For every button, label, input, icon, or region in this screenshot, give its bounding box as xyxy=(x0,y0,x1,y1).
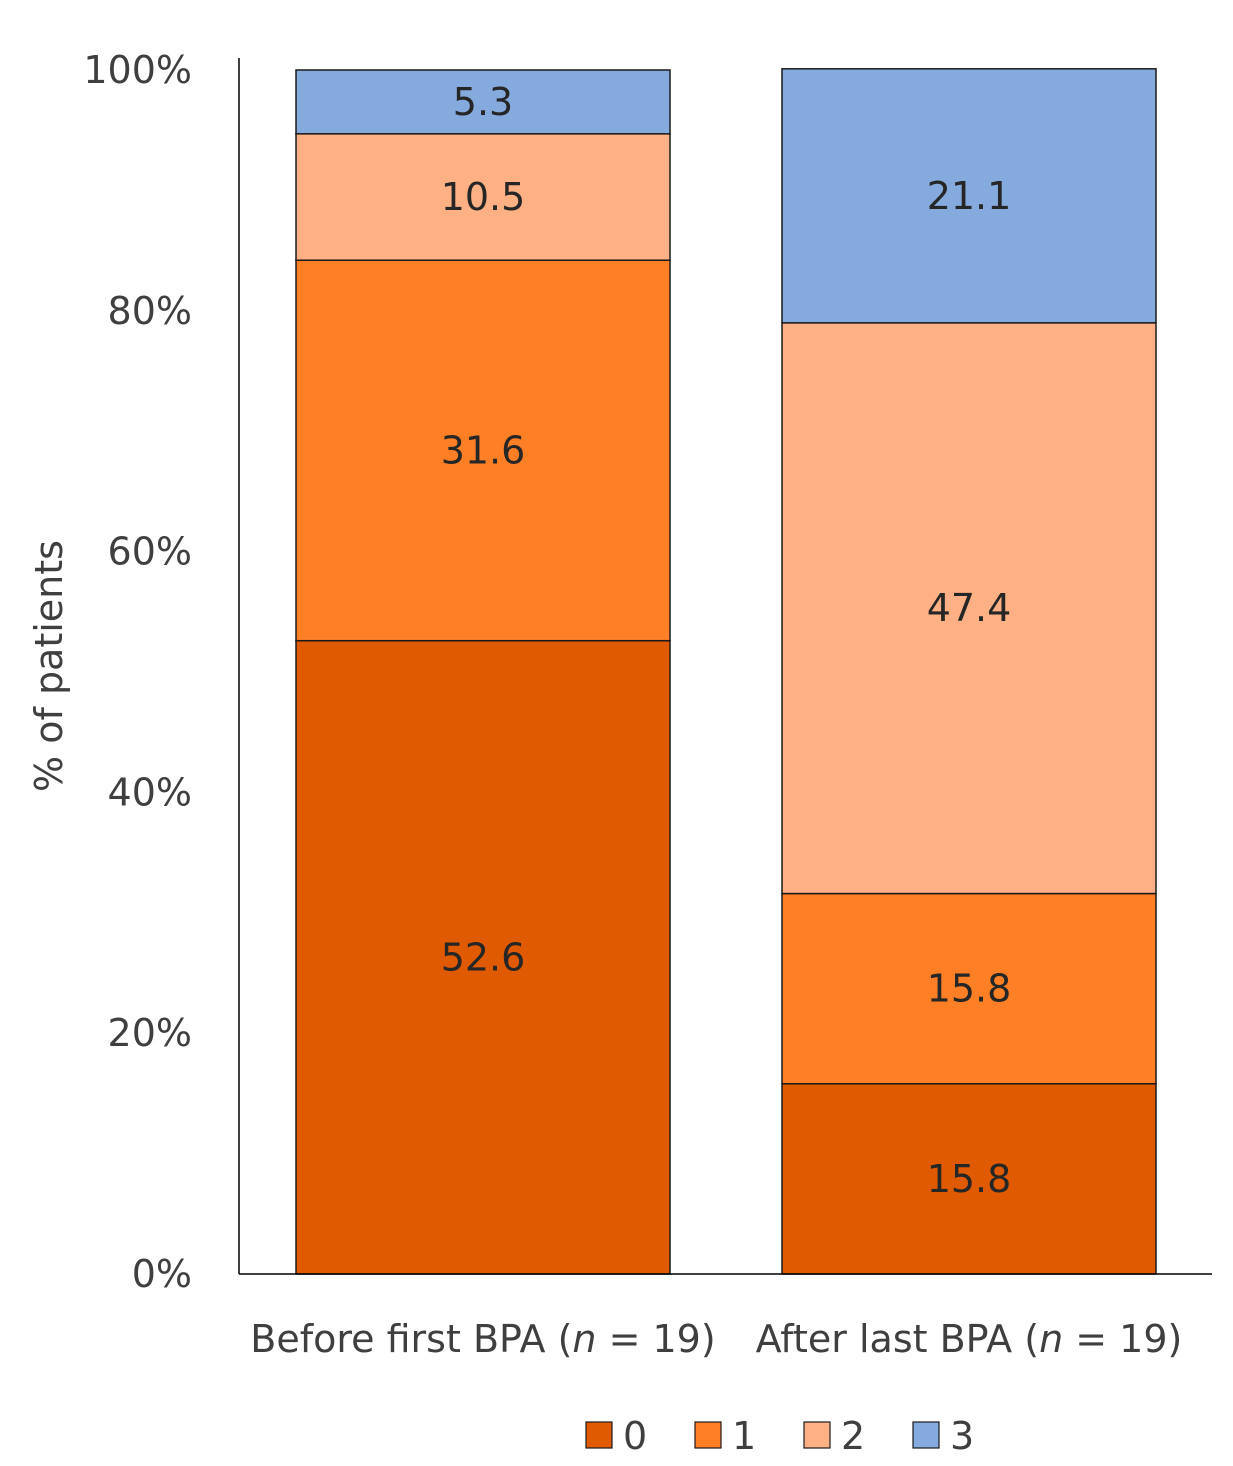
category-label-n: n xyxy=(572,1317,596,1361)
y-axis-label: % of patients xyxy=(27,540,71,792)
y-tick-label: 0% xyxy=(132,1252,192,1296)
legend-swatch-3 xyxy=(912,1421,940,1449)
legend-swatch-0 xyxy=(585,1421,613,1449)
legend-swatch-2 xyxy=(803,1421,831,1449)
category-label: Before first BPA (n = 19) xyxy=(250,1317,715,1361)
legend-label-2: 2 xyxy=(841,1414,865,1458)
axes-layer xyxy=(238,58,1212,1275)
data-label: 47.4 xyxy=(927,586,1012,630)
data-label: 15.8 xyxy=(927,1157,1012,1201)
category-labels: Before first BPA (n = 19) After last BPA … xyxy=(250,1317,1182,1361)
y-tick-label: 40% xyxy=(108,770,192,814)
data-label: 31.6 xyxy=(441,428,526,472)
data-label: 21.1 xyxy=(927,174,1012,218)
category-label-n: n xyxy=(1039,1317,1063,1361)
category-label-prefix: Before first BPA ( xyxy=(250,1317,572,1361)
data-label: 10.5 xyxy=(441,175,526,219)
data-label: 52.6 xyxy=(441,935,526,979)
bar-segment-0-cat-1 xyxy=(781,1083,1157,1275)
bar-segment-1-cat-0 xyxy=(295,259,671,642)
legend: 0 1 2 3 xyxy=(585,1414,974,1458)
bar-segment-3-cat-1 xyxy=(781,68,1157,324)
legend-label-3: 3 xyxy=(950,1414,974,1458)
y-tick-labels: 0% 20% 40% 60% 80% 100% xyxy=(83,48,192,1296)
data-label: 5.3 xyxy=(453,80,513,124)
bar-segment-0-cat-0 xyxy=(295,639,671,1275)
y-tick-label: 20% xyxy=(108,1011,192,1055)
category-label-suffix: = 19) xyxy=(1063,1317,1182,1361)
bar-segment-2-cat-1 xyxy=(781,322,1157,895)
category-label: After last BPA (n = 19) xyxy=(756,1317,1183,1361)
bars-layer: 52.6 31.6 10.5 5.3 15.8 15.8 47.4 21.1 xyxy=(295,68,1157,1275)
category-label-prefix: After last BPA ( xyxy=(756,1317,1039,1361)
bar-segment-1-cat-1 xyxy=(781,892,1157,1085)
bar-segment-3-cat-0 xyxy=(295,69,671,135)
legend-label-1: 1 xyxy=(732,1414,756,1458)
legend-swatch-1 xyxy=(694,1421,722,1449)
y-tick-label: 60% xyxy=(108,530,192,574)
category-label-suffix: = 19) xyxy=(597,1317,716,1361)
y-tick-label: 100% xyxy=(83,48,192,92)
data-label: 15.8 xyxy=(927,967,1012,1011)
legend-label-0: 0 xyxy=(623,1414,647,1458)
y-tick-label: 80% xyxy=(108,289,192,333)
